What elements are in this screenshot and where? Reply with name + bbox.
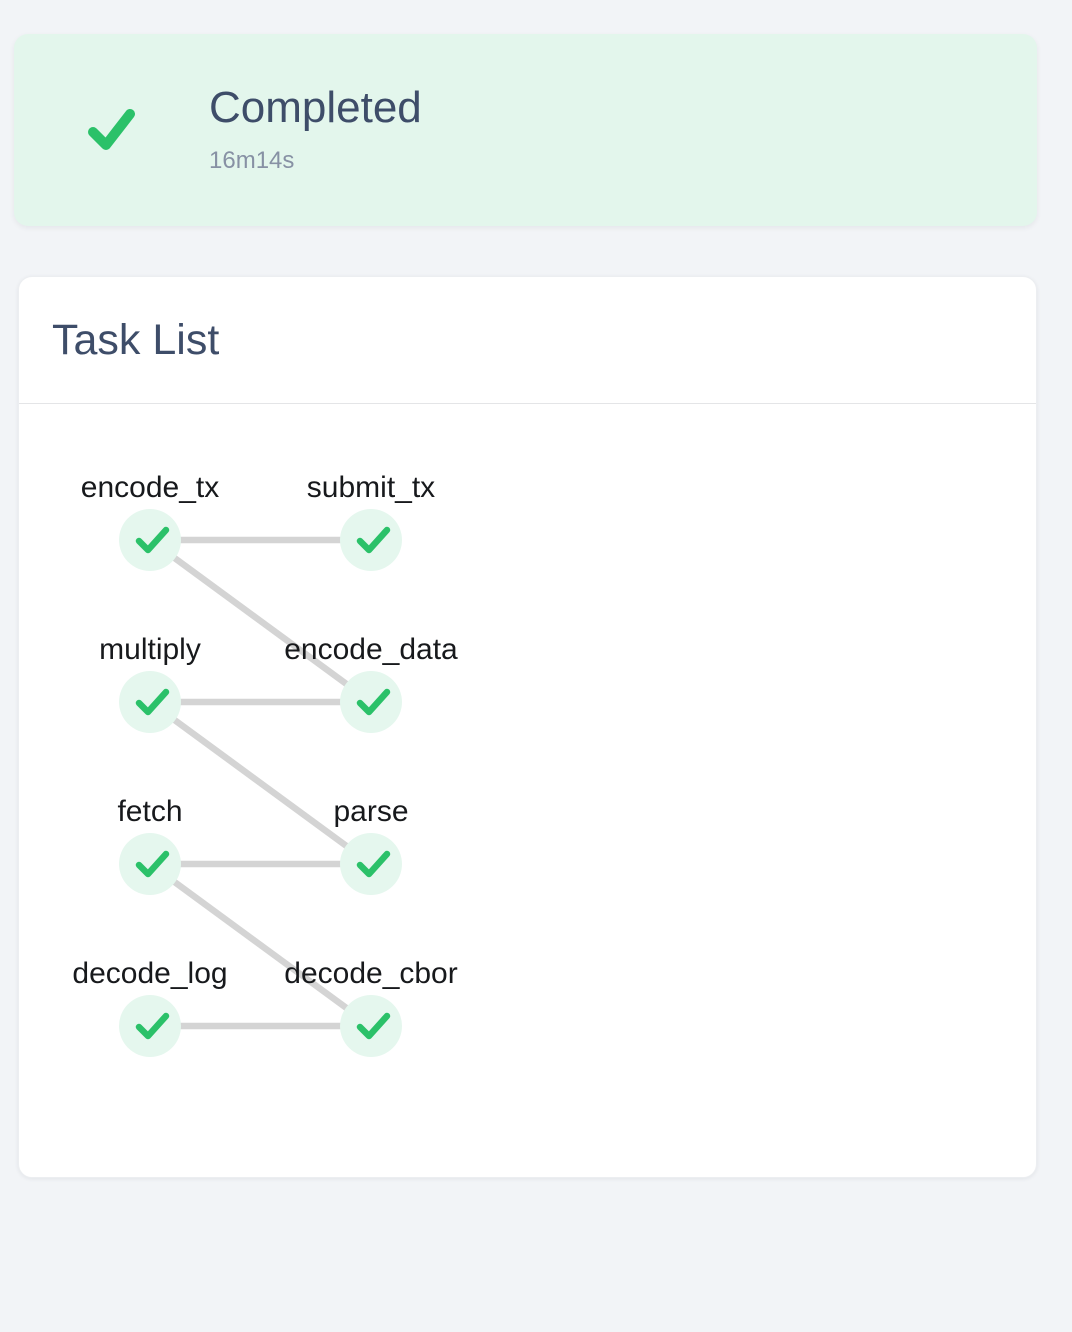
task-status-circle [119,509,181,571]
check-icon [135,688,170,716]
task-label: decode_log [72,957,227,990]
task-node-decode_cbor[interactable]: decode_cbor [284,957,458,1057]
status-banner: Completed 16m14s [14,34,1037,226]
task-list-title: Task List [52,315,220,364]
task-status-circle [340,833,402,895]
check-icon [135,1012,170,1040]
task-status-circle [119,833,181,895]
task-node-encode_data[interactable]: encode_data [284,633,458,733]
check-icon [87,107,135,153]
check-icon [356,1012,391,1040]
edge-multiply-parse [148,699,373,867]
task-node-fetch[interactable]: fetch [117,795,183,895]
task-node-submit_tx[interactable]: submit_tx [307,471,435,571]
task-node-encode_tx[interactable]: encode_tx [81,471,219,571]
task-status-circle [340,995,402,1057]
check-icon [135,526,170,554]
edge-encode_tx-encode_data [148,537,373,705]
task-label: encode_data [284,633,458,666]
status-duration: 16m14s [209,146,295,174]
task-label: parse [333,795,408,828]
divider [19,403,1036,404]
task-label: fetch [117,795,182,828]
task-label: decode_cbor [284,957,457,990]
check-icon [356,850,391,878]
task-list-header: Task List [19,277,1036,403]
task-node-parse[interactable]: parse [333,795,409,895]
status-title: Completed [209,82,422,132]
edge-fetch-decode_cbor [148,861,373,1029]
status-text-block: Completed 16m14s [209,82,422,176]
task-label: submit_tx [307,471,435,504]
check-icon [135,850,170,878]
task-label: encode_tx [81,471,219,504]
task-status-circle [340,671,402,733]
check-icon [356,688,391,716]
task-label: multiply [99,633,201,666]
task-list-card: Task List encode_tx submit_tx multiply enco… [18,276,1037,1178]
task-node-decode_log[interactable]: decode_log [72,957,228,1057]
check-icon [356,526,391,554]
task-status-circle [119,995,181,1057]
task-status-circle [119,671,181,733]
task-status-circle [340,509,402,571]
task-node-multiply[interactable]: multiply [99,633,201,733]
task-graph: encode_tx submit_tx multiply encode_datafet… [72,471,458,1057]
